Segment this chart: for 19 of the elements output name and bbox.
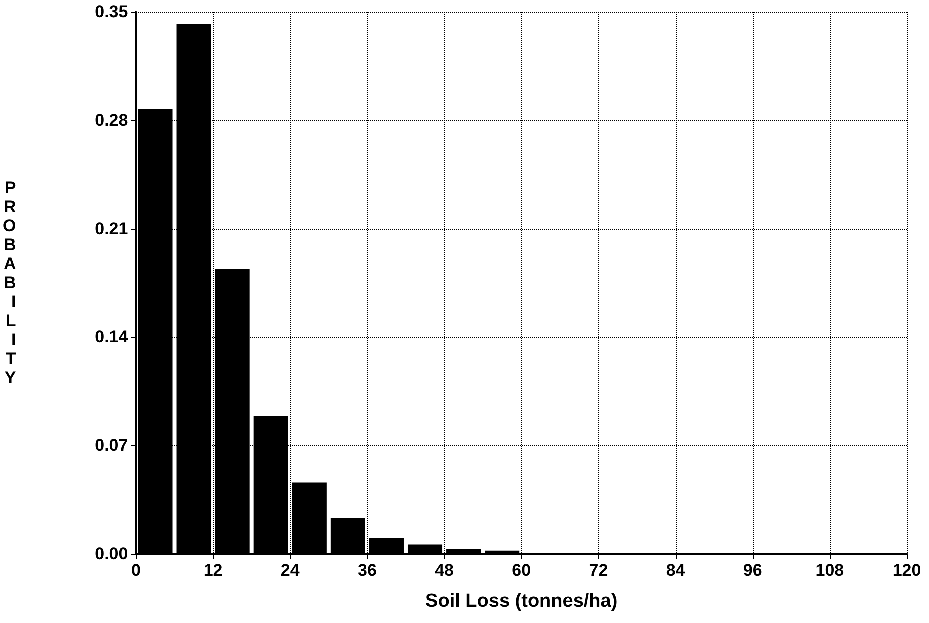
y-tick-label: 0.28 bbox=[95, 110, 128, 130]
text: PROBABILITY bbox=[2, 178, 16, 388]
x-axis-title: Soil Loss (tonnes/ha) bbox=[426, 591, 618, 612]
x-tick-label: 84 bbox=[666, 561, 686, 580]
y-tick-label: 0.35 bbox=[95, 2, 128, 22]
y-tick-label: 0.21 bbox=[95, 219, 128, 238]
x-tick-label: 12 bbox=[204, 561, 223, 580]
y-tick-label: 0.07 bbox=[95, 436, 128, 456]
x-tick-label: 72 bbox=[589, 561, 608, 580]
x-tick-label: 48 bbox=[435, 561, 454, 580]
x-tick-label: 0 bbox=[131, 561, 141, 580]
x-tick-label: 36 bbox=[358, 561, 377, 580]
y-tick-label: 0.14 bbox=[95, 328, 129, 347]
x-tick-label: 96 bbox=[743, 561, 762, 580]
x-tick-label: 24 bbox=[280, 561, 300, 580]
x-tick-label: 120 bbox=[892, 561, 922, 580]
text: 0.00 bbox=[95, 544, 128, 564]
x-tick-label: 108 bbox=[816, 561, 844, 580]
x-tick-label: 60 bbox=[512, 561, 532, 580]
